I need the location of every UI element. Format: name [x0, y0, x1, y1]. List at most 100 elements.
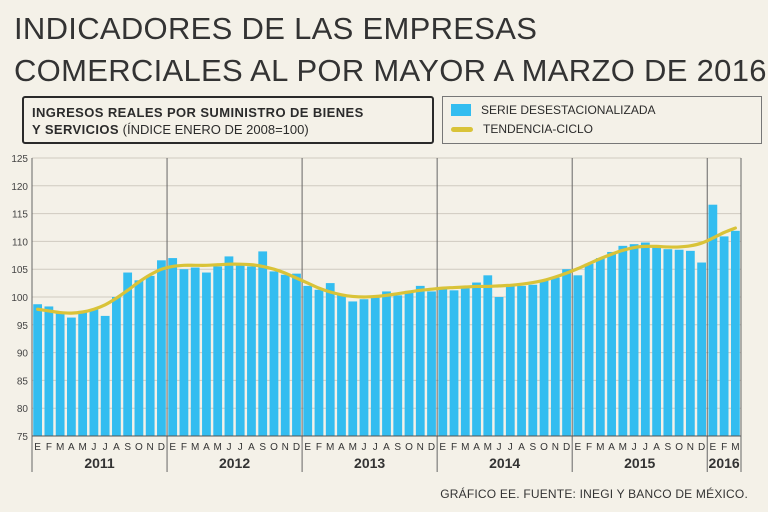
x-tick-label-36: E: [439, 442, 446, 453]
bar-46: [550, 277, 560, 436]
y-tick-label-75: 75: [17, 432, 29, 443]
x-tick-label-20: S: [259, 442, 266, 453]
year-label-2011: 2011: [84, 455, 115, 471]
title-line-1: INDICADORES DE LAS EMPRESAS: [14, 11, 538, 46]
bar-14: [190, 267, 200, 436]
bar-40: [483, 275, 493, 436]
x-tick-label-48: E: [574, 442, 581, 453]
x-tick-label-4: M: [78, 442, 86, 453]
subtitle-line-1: INGRESOS REALES POR SUMINISTRO DE BIENES: [32, 105, 364, 120]
x-tick-label-32: S: [394, 442, 401, 453]
bar-35: [427, 291, 436, 436]
x-tick-label-44: S: [529, 442, 536, 453]
x-tick-label-5: J: [91, 442, 96, 453]
chart-title: INDICADORES DE LAS EMPRESAS COMERCIALES …: [14, 8, 767, 92]
y-tick-label-105: 105: [11, 265, 28, 276]
bar-2: [55, 312, 65, 436]
bar-1: [44, 306, 54, 436]
x-tick-label-27: A: [338, 442, 345, 453]
bar-52: [618, 245, 628, 436]
y-tick-label-100: 100: [11, 293, 28, 304]
x-tick-label-49: F: [586, 442, 592, 453]
bar-29: [359, 299, 369, 436]
legend-trend-label: TENDENCIA-CICLO: [483, 122, 594, 136]
legend: SERIE DESESTACIONALIZADA TENDENCIA-CICLO: [442, 96, 762, 144]
x-tick-label-38: M: [461, 442, 469, 453]
bar-31: [382, 291, 391, 436]
x-tick-label-43: A: [518, 442, 525, 453]
x-tick-label-8: S: [124, 442, 131, 453]
bar-42: [505, 285, 515, 436]
x-tick-label-18: J: [238, 442, 243, 453]
bar-30: [370, 295, 380, 436]
year-label-2013: 2013: [354, 455, 385, 471]
bar-15: [202, 272, 211, 436]
x-tick-label-33: O: [405, 442, 413, 453]
bar-62: [730, 230, 740, 436]
x-tick-label-26: M: [326, 442, 334, 453]
bar-39: [472, 282, 481, 436]
x-tick-label-50: M: [596, 442, 604, 453]
x-tick-label-47: D: [563, 442, 570, 453]
bar-19: [247, 266, 256, 436]
x-tick-label-17: J: [226, 442, 231, 453]
x-tick-label-28: M: [349, 442, 357, 453]
bar-23: [292, 273, 301, 436]
x-tick-label-42: J: [508, 442, 513, 453]
bar-18: [235, 264, 245, 436]
x-tick-label-11: D: [158, 442, 165, 453]
x-tick-label-46: N: [552, 442, 559, 453]
bar-10: [145, 275, 155, 436]
x-tick-label-14: M: [191, 442, 199, 453]
bar-49: [584, 263, 594, 436]
legend-bar-label: SERIE DESESTACIONALIZADA: [481, 103, 656, 117]
bar-60: [708, 204, 718, 436]
x-tick-label-9: O: [135, 442, 143, 453]
bar-44: [528, 284, 538, 436]
bar-5: [89, 309, 99, 436]
x-tick-label-61: F: [721, 442, 727, 453]
x-tick-label-3: A: [68, 442, 75, 453]
bar-37: [449, 290, 459, 436]
x-tick-label-7: A: [113, 442, 120, 453]
x-tick-label-62: M: [731, 442, 739, 453]
subtitle-note: (ÍNDICE ENERO DE 2008=100): [122, 122, 309, 137]
x-tick-label-41: J: [497, 442, 502, 453]
x-tick-label-52: M: [619, 442, 627, 453]
x-tick-label-23: D: [293, 442, 300, 453]
x-tick-label-60: E: [710, 442, 717, 453]
source-note: GRÁFICO EE. FUENTE: INEGI Y BANCO DE MÉX…: [440, 487, 748, 501]
bar-27: [337, 294, 346, 436]
bar-17: [224, 256, 234, 436]
year-label-2015: 2015: [624, 455, 655, 471]
year-label-2012: 2012: [219, 455, 250, 471]
y-tick-label-85: 85: [17, 376, 29, 387]
bar-12: [168, 258, 178, 436]
x-tick-label-15: A: [203, 442, 210, 453]
legend-item-trend: TENDENCIA-CICLO: [451, 122, 593, 136]
bar-58: [685, 250, 695, 436]
bar-13: [179, 269, 189, 436]
bar-24: [303, 285, 313, 436]
y-tick-label-110: 110: [12, 237, 28, 248]
bar-36: [438, 288, 448, 436]
y-tick-label-80: 80: [17, 404, 29, 415]
bar-41: [494, 297, 504, 436]
x-tick-label-1: F: [46, 442, 52, 453]
x-tick-label-51: A: [608, 442, 615, 453]
bar-47: [562, 269, 571, 436]
bar-9: [134, 280, 144, 436]
x-tick-label-6: J: [103, 442, 108, 453]
legend-item-bars: SERIE DESESTACIONALIZADA: [451, 103, 656, 117]
bar-38: [460, 288, 470, 436]
bar-56: [663, 249, 673, 436]
x-tick-label-35: D: [428, 442, 435, 453]
x-tick-label-58: N: [687, 442, 694, 453]
x-tick-label-16: M: [214, 442, 222, 453]
bar-11: [157, 260, 166, 436]
x-tick-label-55: A: [653, 442, 660, 453]
bar-21: [269, 271, 279, 436]
x-tick-label-34: N: [417, 442, 424, 453]
y-tick-label-125: 125: [11, 154, 28, 165]
